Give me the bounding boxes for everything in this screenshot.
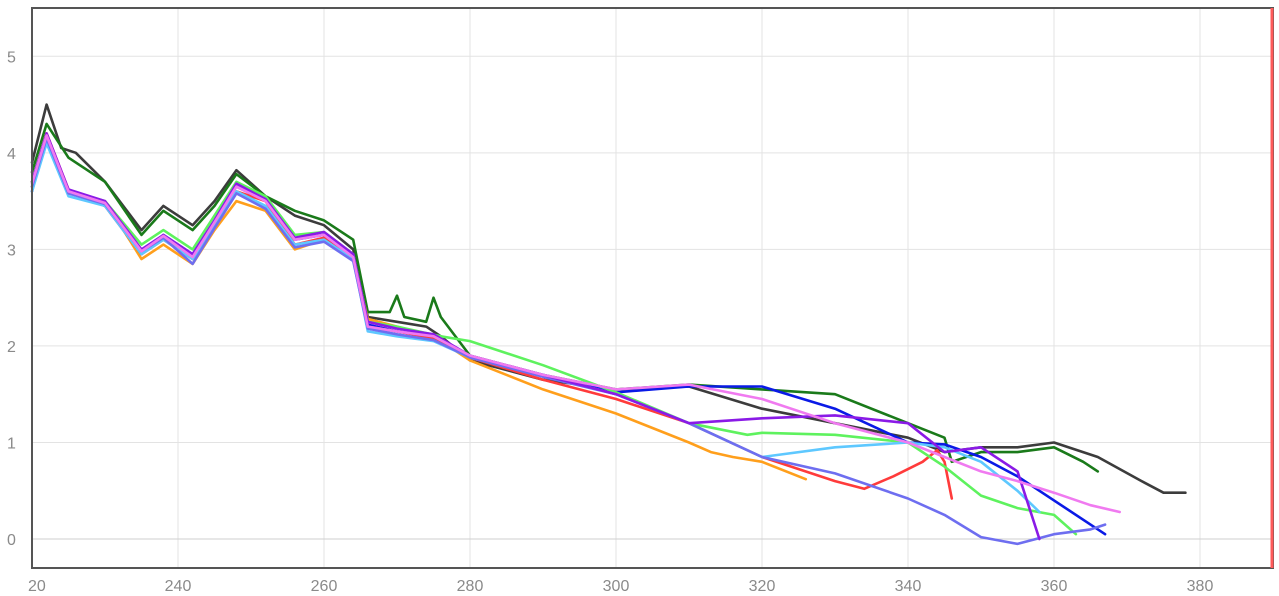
y-tick-label: 5 bbox=[7, 49, 16, 66]
y-tick-label: 0 bbox=[7, 532, 16, 549]
series-line-5 bbox=[30, 132, 954, 500]
series-line-7 bbox=[30, 141, 1041, 514]
x-tick-label: 280 bbox=[457, 578, 484, 595]
series-line-3 bbox=[30, 132, 808, 481]
series-line-2 bbox=[30, 122, 1100, 473]
series-line-10 bbox=[30, 134, 1121, 514]
x-tick-label: 300 bbox=[603, 578, 630, 595]
y-tick-label: 2 bbox=[7, 339, 16, 356]
plot-frame bbox=[31, 7, 1274, 569]
series-layer bbox=[30, 103, 1187, 546]
tick-layer: 20 240 260 280 300 320 340 360 380 0 1 2 3 4 5 bbox=[7, 49, 1213, 595]
y-tick-label: 4 bbox=[7, 146, 16, 163]
x-tick-label: 240 bbox=[165, 578, 192, 595]
y-tick-label: 1 bbox=[7, 435, 16, 452]
series-line-4 bbox=[30, 132, 1107, 536]
x-tick-label: 380 bbox=[1187, 578, 1214, 595]
y-tick-label: 3 bbox=[7, 242, 16, 259]
series-line-8 bbox=[30, 137, 1107, 546]
x-tick-label: 260 bbox=[311, 578, 338, 595]
x-tick-label: 340 bbox=[895, 578, 922, 595]
x-tick-label: 360 bbox=[1041, 578, 1068, 595]
x-tick-label: 20 bbox=[28, 578, 46, 595]
series-line-1 bbox=[30, 103, 1187, 494]
grid-layer bbox=[32, 8, 1273, 568]
x-tick-label: 320 bbox=[749, 578, 776, 595]
series-line-6 bbox=[30, 137, 1078, 536]
